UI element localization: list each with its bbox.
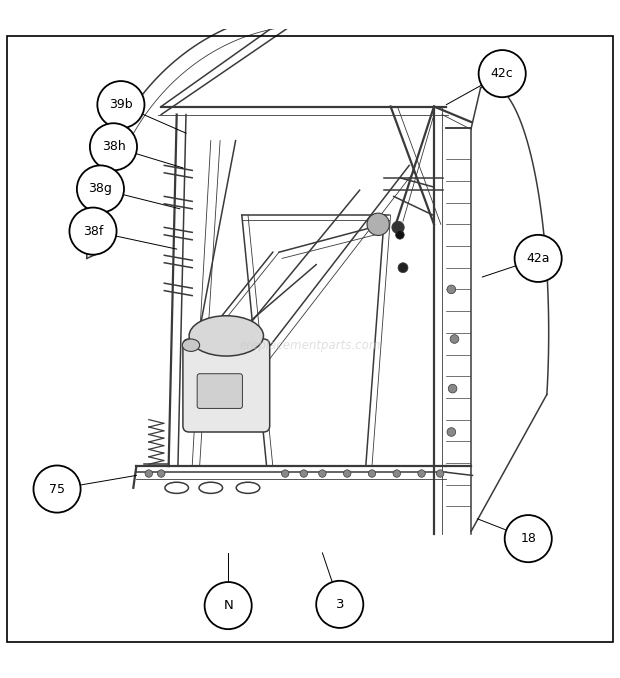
Circle shape xyxy=(77,165,124,212)
Text: 18: 18 xyxy=(520,532,536,545)
Text: 42c: 42c xyxy=(491,67,513,80)
Circle shape xyxy=(343,470,351,477)
Circle shape xyxy=(145,470,153,477)
Ellipse shape xyxy=(189,316,264,356)
Circle shape xyxy=(393,470,401,477)
Circle shape xyxy=(368,470,376,477)
Circle shape xyxy=(448,384,457,393)
Circle shape xyxy=(447,285,456,294)
Ellipse shape xyxy=(185,332,268,403)
Circle shape xyxy=(450,335,459,343)
Circle shape xyxy=(319,470,326,477)
Circle shape xyxy=(316,581,363,628)
Circle shape xyxy=(90,123,137,170)
Text: ereplacementparts.com: ereplacementparts.com xyxy=(239,339,381,352)
FancyBboxPatch shape xyxy=(183,339,270,432)
Circle shape xyxy=(515,235,562,282)
Ellipse shape xyxy=(182,339,200,351)
Circle shape xyxy=(479,50,526,97)
Text: N: N xyxy=(223,599,233,612)
Circle shape xyxy=(33,466,81,513)
Text: 75: 75 xyxy=(49,483,65,496)
Circle shape xyxy=(281,470,289,477)
FancyBboxPatch shape xyxy=(197,374,242,408)
Text: 42a: 42a xyxy=(526,252,550,265)
Circle shape xyxy=(436,470,444,477)
Circle shape xyxy=(69,207,117,255)
Text: 38f: 38f xyxy=(83,224,103,237)
Circle shape xyxy=(157,470,165,477)
Text: 38h: 38h xyxy=(102,140,125,153)
Text: 38g: 38g xyxy=(89,182,112,195)
Circle shape xyxy=(392,221,404,234)
Circle shape xyxy=(205,582,252,629)
Text: 3: 3 xyxy=(335,598,344,611)
Circle shape xyxy=(300,470,308,477)
Text: 39b: 39b xyxy=(109,98,133,111)
Circle shape xyxy=(367,213,389,235)
Circle shape xyxy=(505,515,552,562)
Circle shape xyxy=(97,81,144,128)
Circle shape xyxy=(447,428,456,437)
Circle shape xyxy=(398,263,408,273)
Circle shape xyxy=(418,470,425,477)
Circle shape xyxy=(396,231,404,239)
